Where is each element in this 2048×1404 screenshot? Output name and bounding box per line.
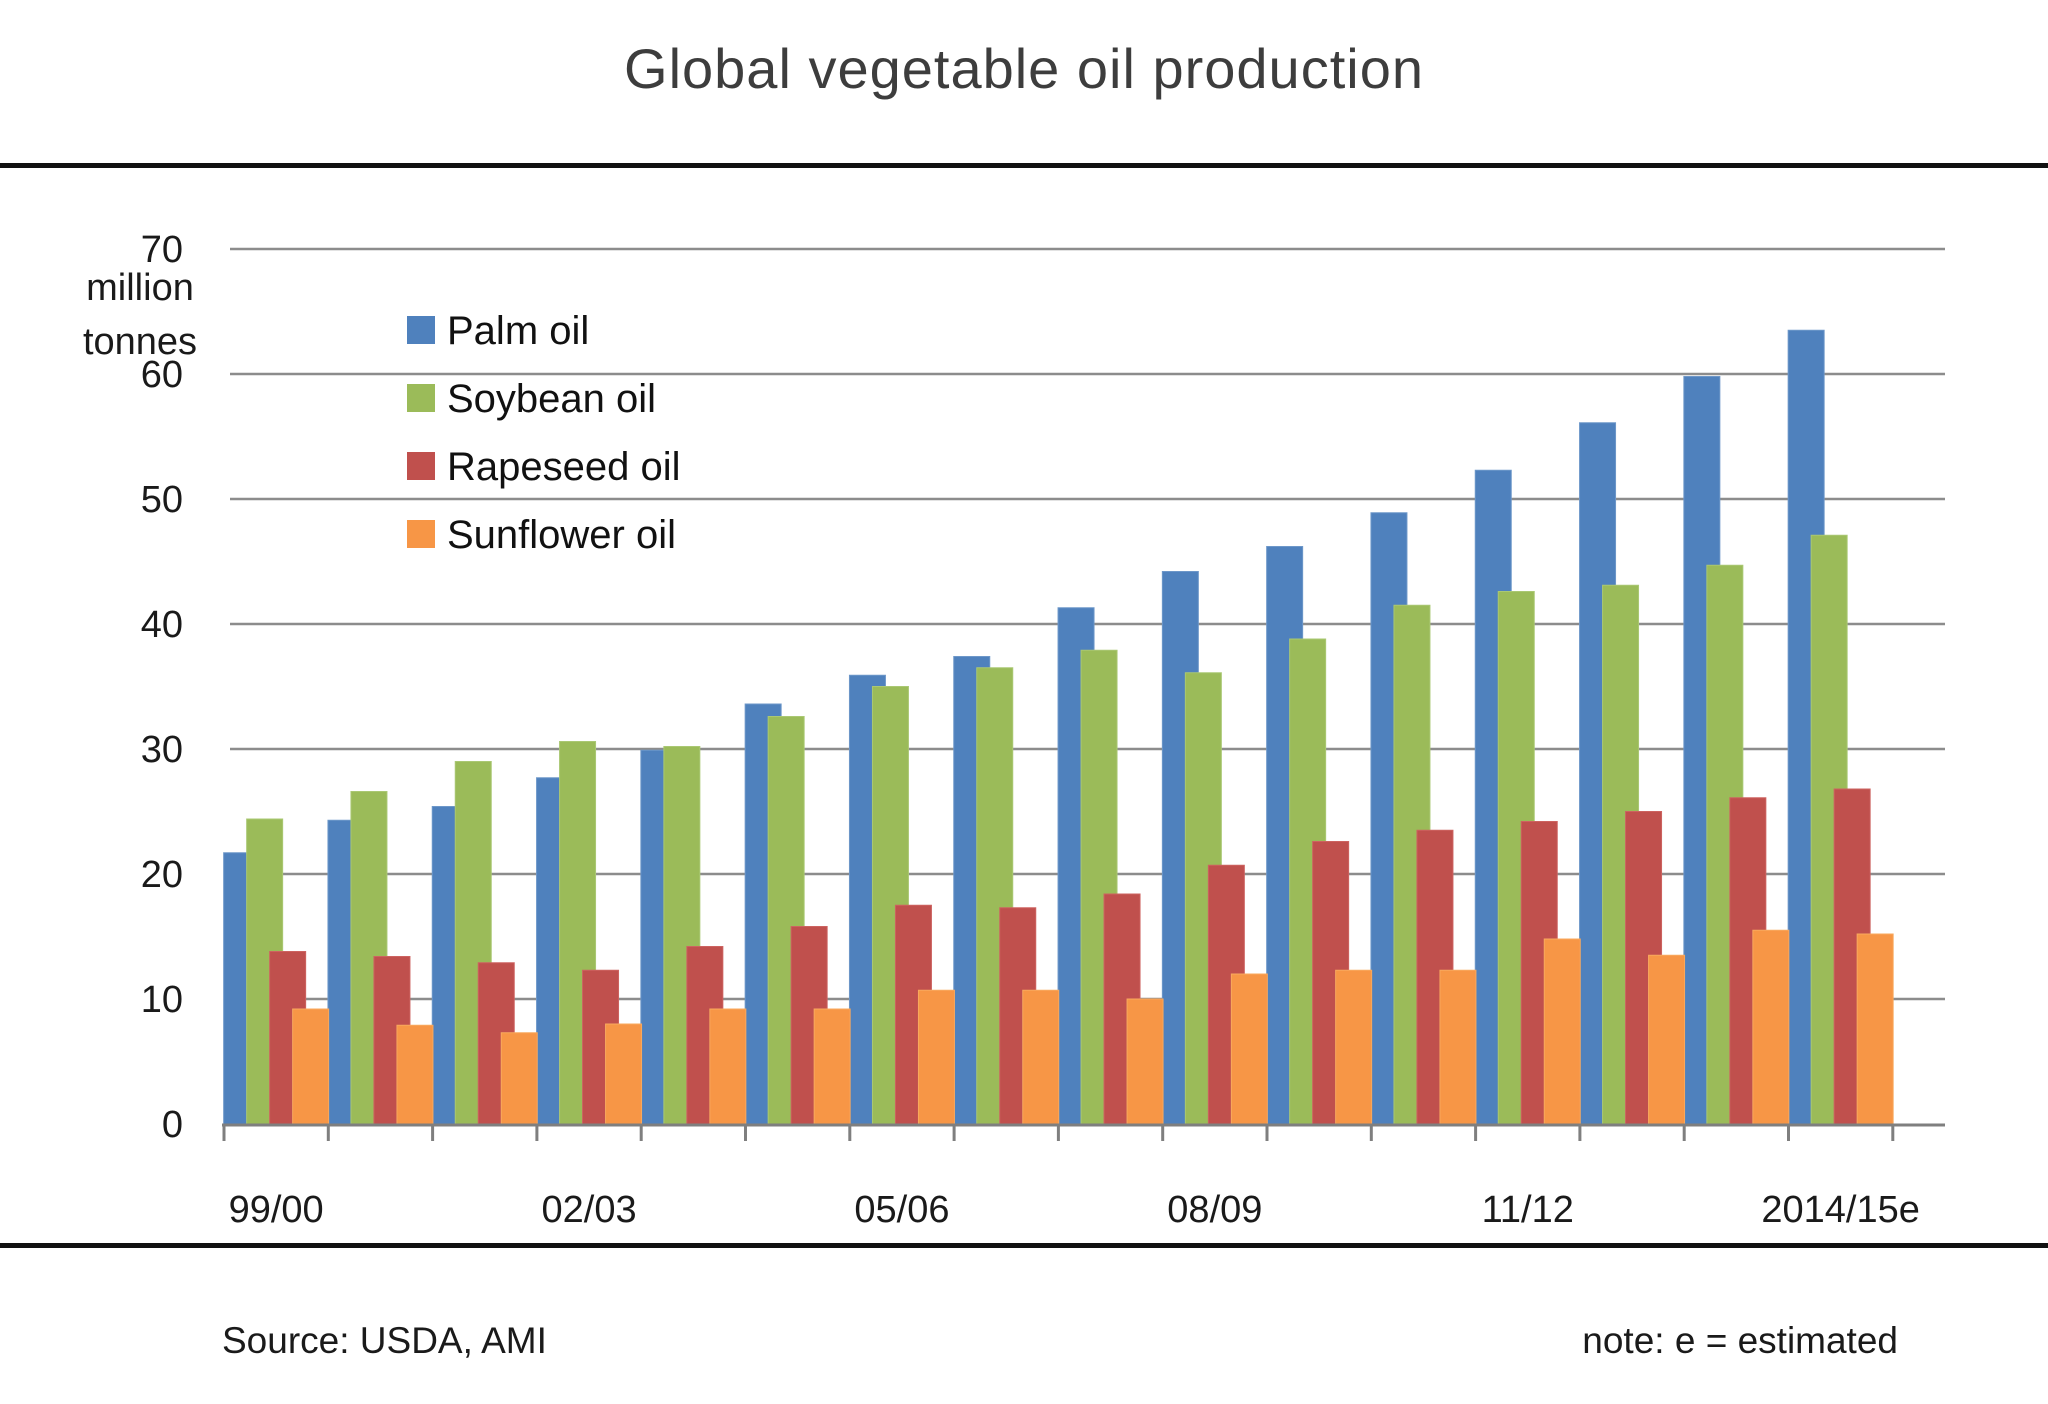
y-axis-unit-line-2: tonnes (83, 321, 197, 363)
bar-sunflower-oil-09/10 (1335, 969, 1373, 1125)
legend-label-rapeseed-oil: Rapeseed oil (447, 445, 681, 489)
bar-sunflower-oil-12/13 (1648, 954, 1686, 1125)
legend-item-rapeseed-oil: Rapeseed oil (407, 445, 681, 489)
legend-label-palm-oil: Palm oil (447, 309, 589, 353)
bar-sunflower-oil-10/11 (1439, 969, 1477, 1125)
legend-swatch-soybean-oil (407, 384, 435, 412)
bar-sunflower-oil-06/07 (1022, 989, 1060, 1125)
x-tick-label-11/12: 11/12 (1482, 1189, 1574, 1231)
note-text: note: e = estimated (1582, 1320, 1898, 1361)
bar-sunflower-oil-99/00 (292, 1008, 330, 1125)
y-axis-unit-line-1: million (86, 267, 194, 309)
bar-sunflower-oil-02/03 (605, 1023, 643, 1125)
bar-sunflower-oil-2014/15e (1856, 933, 1894, 1125)
x-axis-ticks (222, 1125, 1895, 1141)
top-divider-line (0, 163, 2048, 168)
x-tick-label-99/00: 99/00 (229, 1189, 324, 1231)
legend-label-sunflower-oil: Sunflower oil (447, 513, 676, 557)
legend-swatch-sunflower-oil (407, 520, 435, 548)
bar-sunflower-oil-04/05 (813, 1008, 851, 1125)
bar-sunflower-oil-11/12 (1543, 938, 1581, 1125)
bar-sunflower-oil-01/02 (500, 1032, 538, 1125)
x-tick-label-02/03: 02/03 (542, 1189, 637, 1231)
y-tick-label-30: 30 (141, 729, 183, 771)
legend-item-soybean-oil: Soybean oil (407, 377, 656, 421)
x-tick-label-05/06: 05/06 (854, 1189, 949, 1231)
y-tick-label-0: 0 (162, 1104, 183, 1146)
y-tick-label-10: 10 (141, 979, 183, 1021)
y-tick-label-20: 20 (141, 854, 183, 896)
legend-item-palm-oil: Palm oil (407, 309, 589, 353)
bar-sunflower-oil-13/14 (1752, 929, 1790, 1125)
y-tick-label-70: 70 (141, 229, 183, 271)
legend-label-soybean-oil: Soybean oil (447, 377, 656, 421)
legend-item-sunflower-oil: Sunflower oil (407, 513, 676, 557)
bar-sunflower-oil-00/01 (396, 1024, 434, 1125)
bar-sunflower-oil-08/09 (1230, 973, 1268, 1125)
chart-title: Global vegetable oil production (624, 37, 1424, 100)
y-tick-label-60: 60 (141, 354, 183, 396)
bar-sunflower-oil-03/04 (709, 1008, 747, 1125)
source-text: Source: USDA, AMI (222, 1320, 547, 1361)
y-tick-label-50: 50 (141, 479, 183, 521)
y-tick-label-40: 40 (141, 604, 183, 646)
legend-swatch-palm-oil (407, 316, 435, 344)
x-tick-label-2014/15e: 2014/15e (1761, 1189, 1920, 1231)
bars-rapeseed-oil (269, 788, 1871, 1125)
bars-sunflower-oil (292, 929, 1894, 1125)
bar-sunflower-oil-05/06 (917, 989, 955, 1125)
x-axis-labels: 99/00 02/03 05/06 08/09 11/12 2014/15e (229, 1189, 1920, 1231)
legend: Palm oil Soybean oil Rapeseed oil Sunflower… (407, 309, 681, 557)
bottom-divider-line (0, 1243, 2048, 1248)
legend-swatch-rapeseed-oil (407, 452, 435, 480)
bar-sunflower-oil-07/08 (1126, 998, 1164, 1125)
x-tick-label-08/09: 08/09 (1167, 1189, 1262, 1231)
